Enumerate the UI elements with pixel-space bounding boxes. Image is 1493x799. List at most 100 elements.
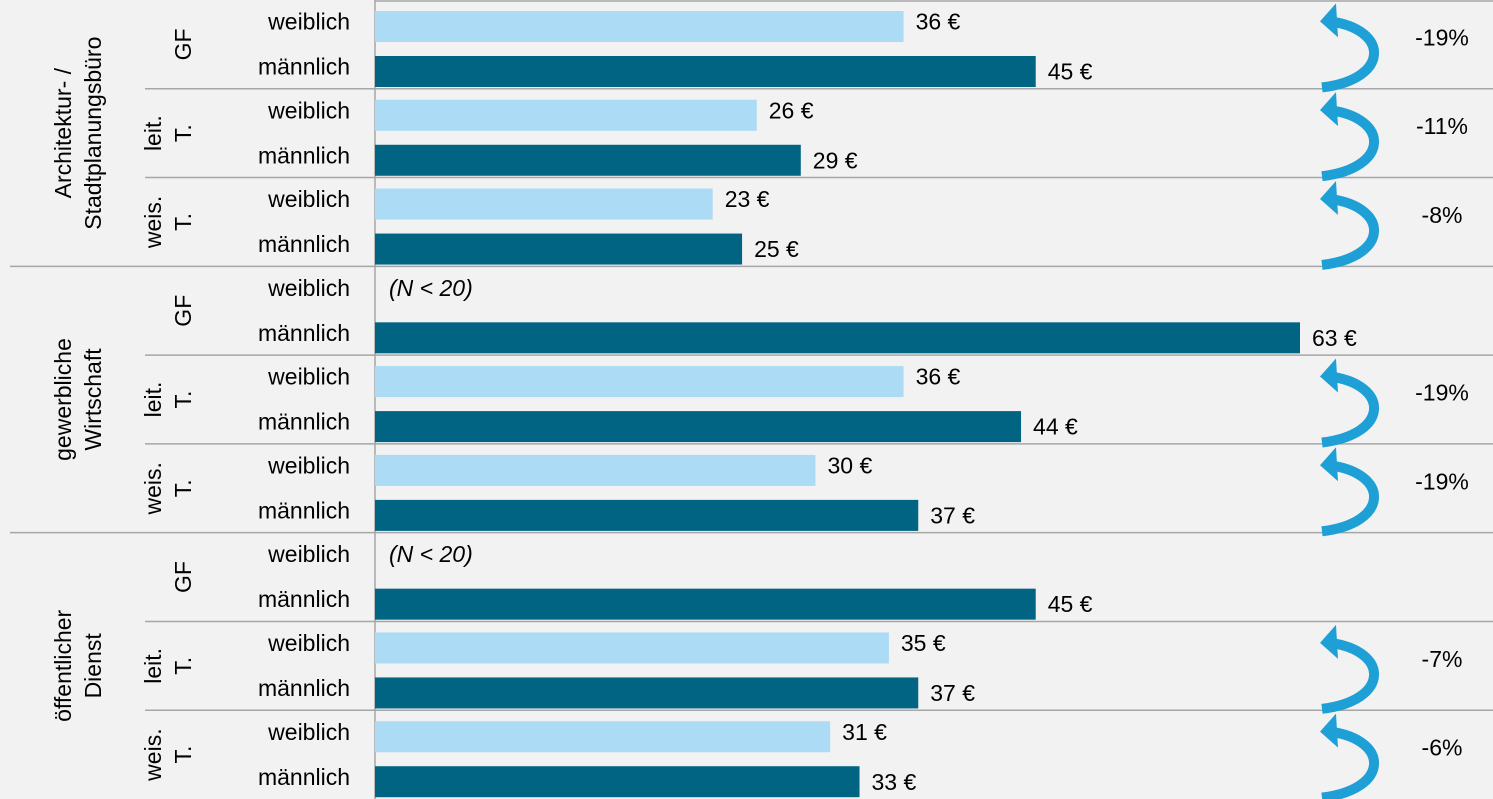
row-label: männlich [258, 409, 350, 435]
arrow-body [1321, 16, 1379, 93]
value-label: 36 € [916, 9, 961, 35]
gap-arrow [1320, 624, 1379, 714]
value-label: 37 € [930, 680, 975, 706]
bar [375, 99, 757, 131]
arrow-head [1320, 3, 1338, 38]
bar [375, 588, 1036, 620]
value-label: 30 € [827, 452, 872, 478]
value-label: 33 € [872, 769, 917, 795]
gap-label: -6% [1422, 735, 1463, 761]
role-label: weis. [140, 462, 166, 515]
arrow-head [1320, 713, 1338, 748]
bar [375, 677, 919, 709]
role-label: T. [170, 213, 196, 231]
role-label: weis. [140, 196, 166, 249]
arrow-body [1321, 371, 1379, 448]
bar [375, 454, 816, 486]
bar [375, 766, 860, 798]
value-label: 44 € [1033, 414, 1078, 440]
group-label: Stadtplanungsbüro [80, 37, 106, 230]
value-label: 45 € [1048, 591, 1093, 617]
row-label: männlich [258, 54, 350, 80]
gap-label: -7% [1422, 646, 1463, 672]
row-label: weiblich [267, 97, 350, 123]
arrow-body [1321, 726, 1379, 799]
value-label: 37 € [930, 502, 975, 528]
row-label: männlich [258, 231, 350, 257]
arrow-head [1320, 180, 1338, 215]
role-label: T. [170, 746, 196, 764]
gap-label: -11% [1416, 113, 1468, 139]
gap-label: -19% [1415, 468, 1469, 494]
role-label: GF [170, 28, 196, 60]
arrow-head [1320, 447, 1338, 482]
value-label: 29 € [813, 147, 858, 173]
bar [375, 11, 904, 42]
row-label: weiblich [267, 541, 350, 567]
row-label: männlich [258, 497, 350, 523]
row-label: weiblich [267, 630, 350, 656]
note-label: (N < 20) [389, 275, 473, 301]
role-label: T. [170, 391, 196, 409]
bar [375, 56, 1036, 87]
arrow-head [1320, 358, 1338, 393]
role-label: T. [170, 479, 196, 497]
arrow-body [1321, 460, 1379, 537]
role-label: GF [170, 295, 196, 327]
arrow-body [1321, 637, 1379, 714]
bar [375, 411, 1022, 443]
bar [375, 366, 904, 398]
bar [375, 499, 919, 531]
arrow-head [1320, 92, 1338, 127]
value-label: 31 € [842, 719, 887, 745]
row-label: männlich [258, 675, 350, 701]
group-label: Architektur- / [50, 67, 76, 198]
row-label: männlich [258, 586, 350, 612]
bar [375, 322, 1300, 354]
bar [375, 632, 889, 664]
row-label: weiblich [267, 452, 350, 478]
role-label: T. [170, 124, 196, 142]
gap-label: -8% [1422, 202, 1463, 228]
bar [375, 233, 743, 265]
group-label: Wirtschaft [80, 348, 106, 451]
role-label: leit. [140, 648, 166, 684]
group-label: Dienst [80, 633, 106, 699]
row-label: weiblich [267, 364, 350, 390]
value-label: 63 € [1312, 325, 1357, 351]
group-label: gewerbliche [50, 338, 76, 461]
arrow-head [1320, 624, 1338, 659]
gap-arrow [1320, 3, 1379, 93]
row-label: weiblich [267, 275, 350, 301]
value-label: 45 € [1048, 59, 1093, 85]
role-label: leit. [140, 382, 166, 418]
role-label: weis. [140, 728, 166, 781]
gap-arrow [1320, 92, 1379, 182]
value-label: 23 € [725, 186, 770, 212]
value-label: 25 € [754, 236, 799, 262]
role-label: GF [170, 561, 196, 593]
value-label: 26 € [769, 97, 814, 123]
bar [375, 721, 831, 753]
gap-label: -19% [1415, 24, 1469, 50]
row-label: weiblich [267, 719, 350, 745]
row-label: weiblich [267, 9, 350, 35]
group-label: öffentlicher [50, 609, 76, 721]
row-label: männlich [258, 142, 350, 168]
arrow-body [1321, 105, 1379, 182]
note-label: (N < 20) [389, 541, 473, 567]
value-label: 36 € [916, 364, 961, 390]
role-label: leit. [140, 115, 166, 151]
gap-arrow [1320, 358, 1379, 448]
value-label: 35 € [901, 630, 946, 656]
row-label: männlich [258, 764, 350, 790]
row-label: weiblich [267, 186, 350, 212]
gap-arrow [1320, 447, 1379, 537]
gap-label: -19% [1415, 380, 1469, 406]
arrow-body [1321, 193, 1379, 270]
gap-arrow [1320, 180, 1379, 270]
bar [375, 144, 801, 176]
bar [375, 188, 713, 220]
role-label: T. [170, 657, 196, 675]
